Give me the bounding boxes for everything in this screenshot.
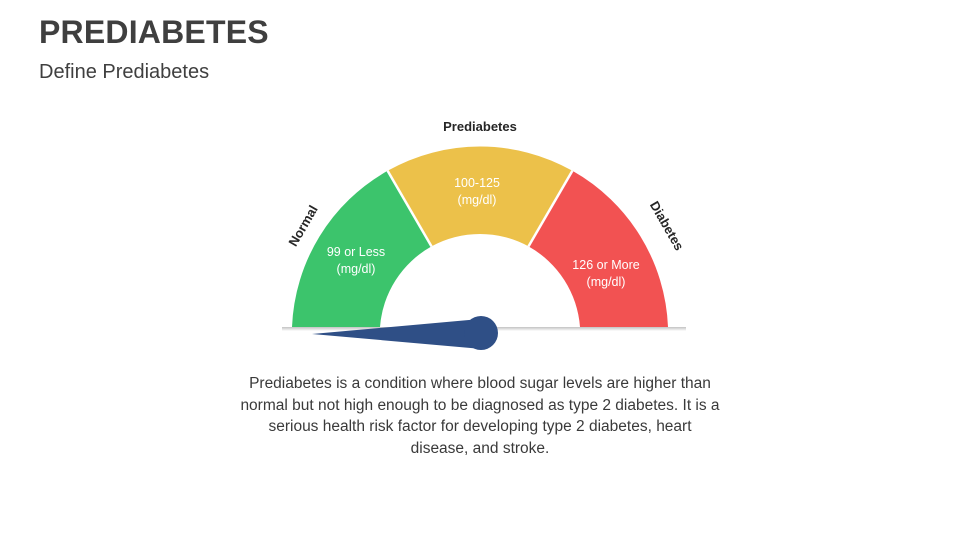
slide-title: PREDIABETES bbox=[39, 14, 269, 50]
description-text: Prediabetes is a condition where blood s… bbox=[240, 375, 720, 457]
segment-diabetes bbox=[528, 170, 668, 327]
segment-normal-unit: (mg/dl) bbox=[337, 262, 376, 276]
segment-prediabetes-unit: (mg/dl) bbox=[458, 193, 497, 207]
segment-prediabetes-range: 100-125 bbox=[454, 176, 500, 190]
segment-diabetes-unit: (mg/dl) bbox=[587, 275, 626, 289]
segment-normal bbox=[292, 170, 432, 327]
separator-left bbox=[386, 170, 433, 248]
category-label-normal: Normal bbox=[285, 203, 320, 249]
segment-diabetes-range: 126 or More bbox=[572, 258, 639, 272]
segment-normal-range: 99 or Less bbox=[327, 245, 385, 259]
gauge-needle-hub bbox=[464, 316, 498, 350]
category-label-prediabetes: Prediabetes bbox=[443, 119, 517, 134]
gauge-needle bbox=[312, 319, 482, 349]
segment-prediabetes bbox=[387, 146, 573, 247]
slide-subtitle: Define Prediabetes bbox=[39, 61, 210, 83]
separator-right bbox=[527, 170, 574, 248]
category-label-diabetes: Diabetes bbox=[647, 199, 687, 253]
